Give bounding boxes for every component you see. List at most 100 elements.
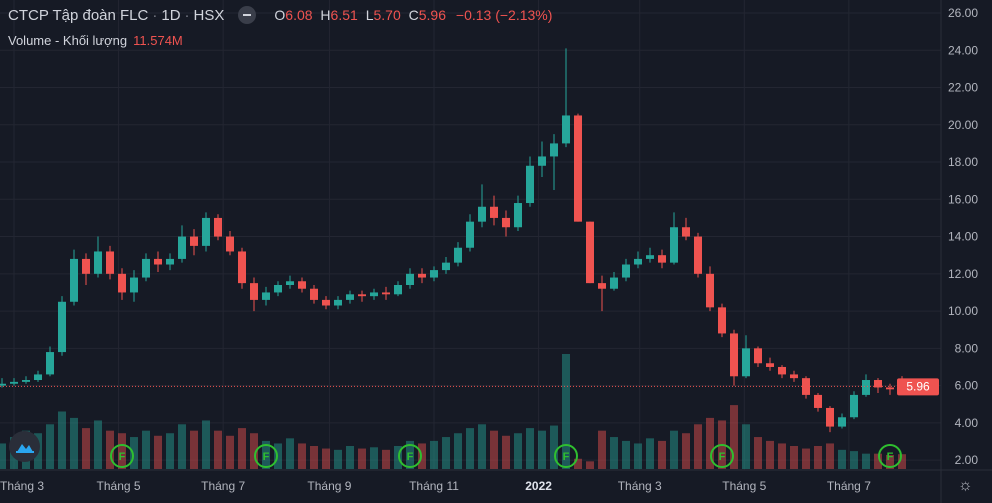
price-tick-label: 18.00 — [948, 155, 978, 169]
time-tick-label: Tháng 5 — [722, 479, 766, 493]
earnings-event-marker — [110, 444, 134, 468]
price-axis[interactable]: 26.00 24.00 22.00 20.00 18.00 16.00 14.00 12.00… — [948, 6, 978, 467]
volume-bar — [154, 435, 162, 469]
candle-body — [262, 292, 270, 300]
volume-bar — [334, 449, 342, 469]
volume-bar — [622, 440, 630, 469]
candle-body — [130, 277, 138, 293]
earnings-event-icon: F — [563, 451, 570, 463]
volume-bar — [670, 430, 678, 469]
candle-body — [622, 264, 630, 278]
candle-body — [154, 258, 162, 265]
price-tick-label: 6.00 — [955, 379, 979, 393]
candle-body — [502, 217, 510, 228]
candle-body — [754, 348, 762, 364]
candle-body — [442, 262, 450, 271]
candle-body — [286, 281, 294, 285]
candle-body — [274, 284, 282, 293]
volume-bar — [490, 430, 498, 469]
volume-bar — [274, 443, 282, 469]
candle-body — [874, 380, 882, 388]
tradingview-logo[interactable] — [9, 431, 40, 462]
candle-body — [250, 283, 258, 300]
candle-body — [862, 380, 870, 395]
volume-bar — [346, 446, 354, 469]
volume-bar — [550, 425, 558, 469]
time-tick-label: Tháng 3 — [0, 479, 44, 493]
volume-bar — [322, 448, 330, 469]
time-tick-label: Tháng 3 — [618, 479, 662, 493]
volume-bars — [0, 354, 906, 469]
volume-bar — [394, 446, 402, 469]
candle-body — [346, 294, 354, 300]
price-tick-label: 2.00 — [955, 453, 979, 467]
candle-body — [730, 333, 738, 377]
interval[interactable]: 1D — [161, 6, 181, 24]
candle-body — [166, 258, 174, 265]
candle-body — [118, 273, 126, 293]
volume-bar — [790, 446, 798, 469]
volume-bar — [442, 437, 450, 469]
earnings-event-marker — [878, 444, 902, 468]
price-tick-label: 16.00 — [948, 192, 978, 206]
time-tick-label: Tháng 7 — [827, 479, 871, 493]
candle-body — [406, 273, 414, 285]
volume-bar — [202, 420, 210, 469]
volume-bar — [226, 435, 234, 469]
price-tick-label: 14.00 — [948, 230, 978, 244]
volume-bar — [610, 437, 618, 469]
candle-body — [766, 363, 774, 367]
candle-body — [22, 380, 30, 382]
candle-body — [694, 236, 702, 274]
candle-body — [214, 217, 222, 237]
volume-bar — [526, 428, 534, 469]
volume-bar — [46, 424, 54, 469]
candle-body — [838, 417, 846, 427]
earnings-event-icon: F — [719, 451, 726, 463]
candle-body — [0, 383, 6, 386]
volume-bar — [838, 449, 846, 469]
time-axis[interactable]: Tháng 3 Tháng 5 Tháng 7 Tháng 9 Tháng 11 2022… — [0, 479, 871, 493]
earnings-event-icon: F — [887, 451, 894, 463]
volume-bar — [862, 453, 870, 469]
symbol-name[interactable]: CTCP Tập đoàn FLC — [8, 6, 149, 24]
volume-bar — [754, 437, 762, 469]
volume-bar — [418, 443, 426, 469]
volume-bar — [574, 458, 582, 469]
volume-bar — [898, 454, 906, 469]
volume-bar — [658, 440, 666, 469]
volume-bar — [478, 424, 486, 469]
hide-icon[interactable] — [238, 6, 257, 24]
candle-body — [658, 255, 666, 263]
candle-body — [310, 288, 318, 300]
settings-icon[interactable]: ☼ — [958, 477, 973, 494]
candle-body — [790, 374, 798, 379]
volume-bar — [190, 430, 198, 469]
volume-label[interactable]: Volume - Khối lượng — [8, 33, 128, 48]
volume-bar — [310, 446, 318, 469]
candle-body — [778, 366, 786, 375]
candle-body — [526, 165, 534, 204]
candle-body — [706, 273, 714, 308]
candle-body — [178, 236, 186, 259]
price-tick-label: 20.00 — [948, 118, 978, 132]
close-value: 5.96 — [418, 7, 446, 23]
change-value: −0.13 (−2.13%) — [455, 7, 553, 23]
candle-body — [382, 292, 390, 295]
candle-body — [610, 277, 618, 289]
earnings-event-icon: F — [119, 451, 126, 463]
candle-body — [814, 394, 822, 408]
volume-bar — [382, 449, 390, 469]
candle-body — [742, 348, 750, 377]
volume-bar — [142, 430, 150, 469]
volume-bar — [166, 433, 174, 469]
volume-bar — [598, 430, 606, 469]
candle-body — [550, 143, 558, 157]
volume-bar — [778, 443, 786, 469]
volume-bar — [82, 428, 90, 469]
volume-bar — [706, 417, 714, 469]
volume-bar — [586, 461, 594, 469]
last-price-badge-bg — [897, 378, 939, 396]
